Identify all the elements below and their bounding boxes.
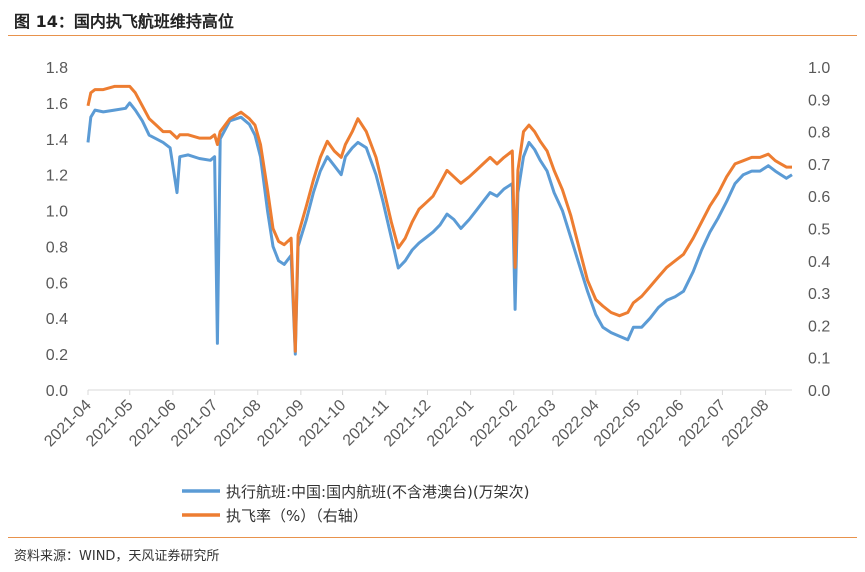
series-line-rate (86, 84, 792, 353)
right-tick-label: 1.0 (808, 60, 830, 77)
left-tick-label: 1.4 (46, 132, 68, 149)
right-axis-ticks: 0.0 0.1 0.2 0.3 0.4 0.5 0.6 0.7 0.8 0.9 1.0 (808, 60, 830, 400)
right-tick-label: 0.9 (808, 92, 830, 109)
legend: 执行航班:中国:国内航班(不含港澳台)(万架次) 执飞率（%）（右轴） (182, 483, 530, 525)
x-tick-label: 2022-08 (719, 397, 773, 451)
x-tick-label: 2022-01 (424, 397, 478, 451)
right-tick-label: 0.1 (808, 351, 830, 368)
series-line-flights (86, 101, 793, 356)
right-tick-label: 0.5 (808, 222, 830, 239)
left-tick-label: 1.6 (46, 96, 68, 113)
legend-label-flights: 执行航班:中国:国内航班(不含港澳台)(万架次) (226, 483, 530, 501)
left-tick-label: 1.8 (46, 60, 68, 77)
source-note: 资料来源：WIND，天风证券研究所 (14, 549, 220, 564)
right-tick-label: 0.6 (808, 189, 830, 206)
x-axis-ticks: 2021-042021-052021-062021-072021-082021-… (41, 390, 772, 450)
x-tick-label: 2022-07 (676, 397, 730, 451)
x-tick-label: 2021-05 (83, 397, 137, 451)
x-tick-label: 2021-10 (296, 397, 350, 451)
top-rule (8, 35, 857, 36)
x-tick-label: 2021-07 (168, 397, 222, 451)
bottom-rule (8, 537, 857, 538)
x-tick-label: 2022-05 (591, 397, 645, 451)
right-tick-label: 0.3 (808, 286, 830, 303)
left-tick-label: 0.2 (46, 347, 68, 364)
left-tick-label: 1.2 (46, 168, 68, 185)
line-chart: 0.0 0.2 0.4 0.6 0.8 1.0 1.2 1.4 1.6 1.8 0.0 0.1 0.2… (41, 60, 830, 525)
legend-label-rate: 执飞率（%）（右轴） (226, 507, 368, 525)
left-tick-label: 0.0 (46, 383, 68, 400)
right-tick-label: 0.4 (808, 254, 830, 271)
right-tick-label: 0.8 (808, 125, 830, 142)
x-tick-label: 2021-12 (381, 397, 435, 451)
right-tick-label: 0.7 (808, 157, 830, 174)
x-tick-label: 2021-08 (211, 397, 265, 451)
left-tick-label: 0.8 (46, 239, 68, 256)
figure-title: 图 14：国内执飞航班维持高位 (14, 12, 234, 31)
series-lines (86, 84, 793, 356)
left-tick-label: 1.0 (46, 204, 68, 221)
left-tick-label: 0.4 (46, 311, 68, 328)
right-tick-label: 0.0 (808, 383, 830, 400)
right-tick-label: 0.2 (808, 318, 830, 335)
left-axis-ticks: 0.0 0.2 0.4 0.6 0.8 1.0 1.2 1.4 1.6 1.8 (46, 60, 68, 400)
left-tick-label: 0.6 (46, 275, 68, 292)
